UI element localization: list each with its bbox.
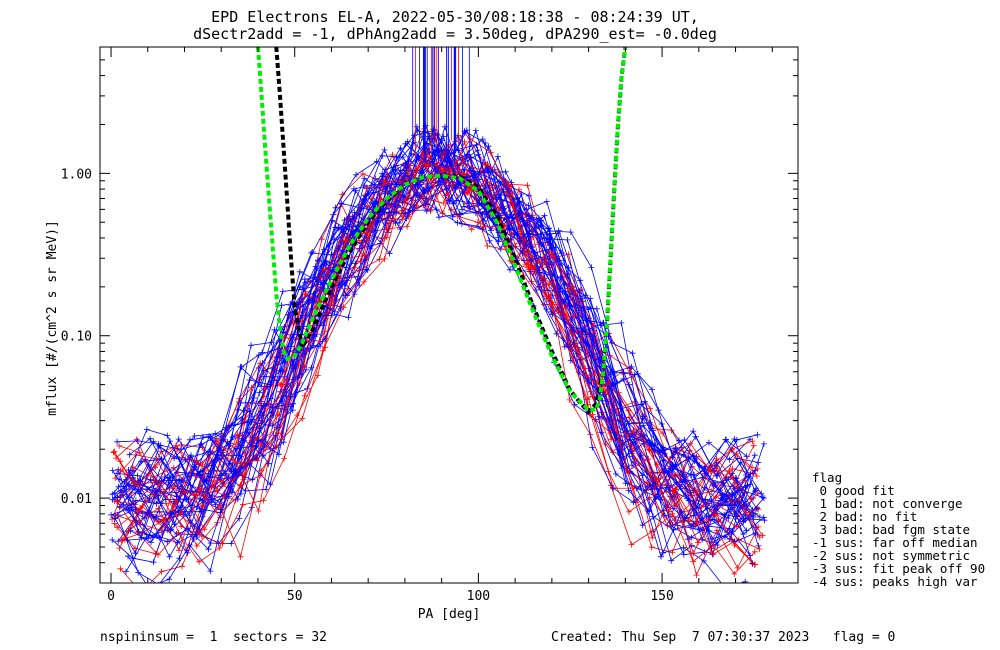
measurement-trace — [114, 147, 759, 568]
measurement-trace — [117, 154, 762, 583]
legend-entry: 2 bad: no fit — [812, 509, 917, 524]
measurement-trace — [123, 127, 767, 560]
trace-line — [113, 154, 752, 513]
trace-markers — [117, 154, 762, 579]
trace-markers — [125, 147, 749, 583]
measurement-trace — [113, 161, 758, 568]
measurement-trace — [121, 126, 766, 525]
y-tick-label: 0.10 — [61, 330, 92, 345]
plot-frame — [99, 46, 799, 584]
data-layer — [108, 47, 768, 583]
trace-line — [116, 150, 756, 575]
legend-entry: 0 good fit — [812, 483, 895, 498]
x-axis-label: PA [deg] — [418, 607, 481, 622]
fit-layer — [256, 47, 628, 415]
legend-entry: -4 sus: peaks high var — [812, 574, 978, 589]
trace-markers — [111, 133, 756, 542]
trace-markers — [113, 161, 758, 568]
fit-curve-green — [256, 47, 628, 412]
trace-line — [123, 153, 762, 519]
legend-title: flag — [812, 470, 842, 485]
legend-entry: 1 bad: not converge — [812, 496, 963, 511]
footer-left: nspininsum = 1 sectors = 32 — [100, 630, 327, 645]
measurement-trace — [112, 144, 757, 546]
trace-line — [117, 149, 756, 565]
legend-entry: 3 bad: bad fgm state — [812, 522, 970, 537]
measurement-trace — [125, 147, 749, 583]
x-tick-label: 100 — [467, 589, 490, 604]
measurement-trace — [125, 123, 749, 506]
chart-title: EPD Electrons EL-A, 2022-05-30/08:18:38 … — [211, 8, 699, 26]
trace-markers — [121, 126, 766, 525]
trace-markers — [123, 141, 768, 524]
measurement-trace — [114, 148, 758, 577]
x-tick-label: 50 — [287, 589, 303, 604]
fit-curve-black — [274, 47, 628, 415]
trace-line — [127, 149, 746, 583]
legend-entry: -2 sus: not symmetric — [812, 548, 970, 563]
trace-markers — [123, 127, 767, 560]
axes-layer: 0 50 100 150 0.01 0.10 1.00 — [61, 46, 798, 604]
y-tick-label: 1.00 — [61, 167, 92, 182]
measurement-trace — [123, 141, 768, 524]
footer-right: Created: Thu Sep 7 07:30:37 2023 flag = … — [551, 630, 895, 645]
chart-subtitle: dSectr2add = -1, dPhAng2add = 3.50deg, d… — [193, 25, 717, 43]
trace-line — [116, 164, 755, 565]
trace-markers — [120, 150, 765, 522]
legend: flag 0 good fit 1 bad: not converge 2 ba… — [812, 470, 985, 589]
y-tick-label: 0.01 — [61, 492, 92, 507]
legend-entry: -1 sus: far off median — [812, 535, 978, 550]
trace-line — [118, 175, 758, 511]
y-axis-label: mflux [#/(cm^2 s sr MeV)] — [45, 220, 60, 416]
legend-entry: -3 sus: fit peak off 90 — [812, 561, 985, 576]
trace-line — [124, 127, 763, 522]
trace-line — [114, 152, 753, 564]
trace-line — [125, 129, 765, 558]
trace-markers — [112, 144, 757, 546]
measurement-trace — [112, 125, 756, 500]
trace-line — [126, 144, 765, 521]
x-tick-label: 0 — [107, 589, 115, 604]
trace-markers — [125, 123, 749, 506]
trace-markers — [114, 147, 759, 568]
x-tick-label: 150 — [650, 589, 673, 604]
trace-markers — [112, 125, 756, 500]
measurement-trace — [120, 150, 765, 522]
